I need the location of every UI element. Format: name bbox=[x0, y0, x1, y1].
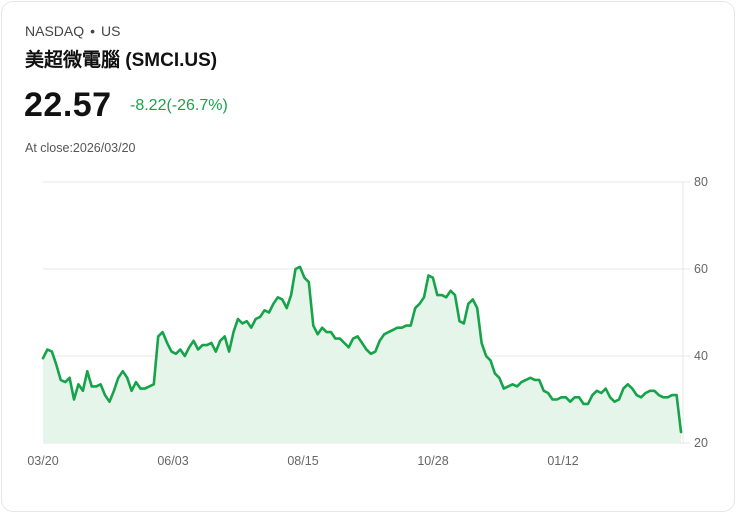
chart-price-line bbox=[41, 265, 683, 434]
y-axis-ticks: 80 60 40 20 bbox=[694, 175, 708, 450]
exchange-name: NASDAQ bbox=[25, 23, 85, 39]
exchange-line: NASDAQ • US bbox=[25, 23, 120, 39]
y-tick-label: 60 bbox=[694, 262, 708, 276]
close-date: At close:2026/03/20 bbox=[25, 141, 136, 155]
chart-area-fill bbox=[43, 266, 681, 443]
x-tick-label: 06/03 bbox=[157, 454, 188, 468]
market-name: US bbox=[101, 23, 121, 39]
separator-dot: • bbox=[90, 23, 96, 39]
stock-price: 22.57 bbox=[24, 86, 112, 124]
x-tick-label: 01/12 bbox=[547, 454, 578, 468]
stock-name: 美超微電腦 (SMCI.US) bbox=[25, 50, 218, 71]
x-tick-label: 10/28 bbox=[417, 454, 448, 468]
x-tick-label: 03/20 bbox=[27, 454, 58, 468]
x-axis-ticks: 03/20 06/03 08/15 10/28 01/12 bbox=[27, 454, 578, 468]
y-tick-label: 20 bbox=[694, 436, 708, 450]
y-tick-label: 80 bbox=[694, 175, 708, 189]
y-tick-label: 40 bbox=[694, 349, 708, 363]
x-tick-label: 08/15 bbox=[287, 454, 318, 468]
price-change: -8.22(-26.7%) bbox=[130, 97, 228, 114]
